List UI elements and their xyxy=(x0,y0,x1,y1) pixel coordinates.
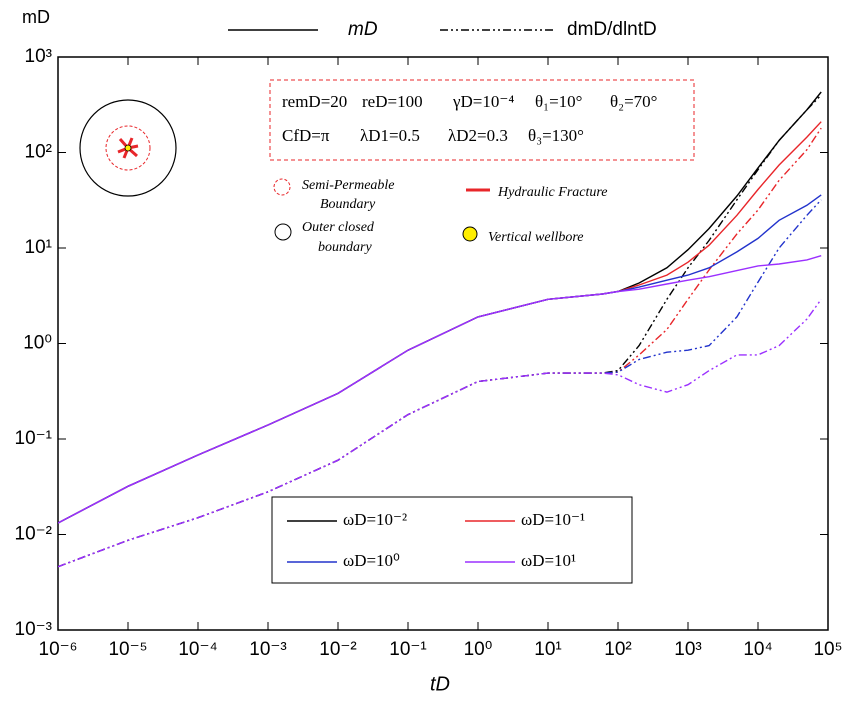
y-tick-label: 10² xyxy=(25,142,52,163)
legend-label: ωD=10⁻¹ xyxy=(521,510,585,529)
x-tick-label: 10² xyxy=(604,639,631,660)
series-line xyxy=(58,122,821,523)
parameter: λD2=0.3 xyxy=(448,126,508,145)
symbol-legend-label: Boundary xyxy=(320,197,376,212)
legend-icon xyxy=(275,224,291,240)
legend-label: ωD=10¹ xyxy=(521,551,576,570)
y-tick-label: 10⁻¹ xyxy=(15,428,53,449)
parameter: remD=20 xyxy=(282,92,347,111)
symbol-legend-label: Hydraulic Fracture xyxy=(497,185,608,200)
symbol-legend-label: boundary xyxy=(318,240,372,255)
wellbore-icon xyxy=(125,145,131,151)
y-tick-label: 10⁻³ xyxy=(15,619,53,640)
parameter: CfD=π xyxy=(282,126,330,145)
parameter: reD=100 xyxy=(362,92,423,111)
y-tick-label: 10³ xyxy=(25,46,52,67)
symbol-legend-label: Semi-Permeable xyxy=(302,178,395,193)
legend-label: mD xyxy=(348,19,378,40)
parameter: γD=10⁻⁴ xyxy=(452,92,514,111)
x-tick-label: 10⁻² xyxy=(319,639,357,660)
series-line xyxy=(58,92,821,523)
x-tick-label: 10⁻⁶ xyxy=(39,639,78,660)
parameter: θ₃=130° xyxy=(528,126,584,145)
legend-label: ωD=10⁰ xyxy=(343,551,400,570)
x-tick-label: 10⁰ xyxy=(464,639,493,660)
symbol-legend-label: Vertical wellbore xyxy=(488,230,584,245)
y-tick-label: 10⁰ xyxy=(23,333,52,354)
x-tick-label: 10⁻¹ xyxy=(389,639,427,660)
parameter: θ₂=70° xyxy=(610,92,657,111)
symbol-legend-label: Outer closed xyxy=(302,220,375,235)
y-axis-label: mD xyxy=(22,7,50,27)
series-line xyxy=(58,256,821,523)
y-tick-label: 10⁻² xyxy=(15,524,53,545)
legend-label: ωD=10⁻² xyxy=(343,510,407,529)
x-tick-label: 10⁻³ xyxy=(249,639,287,660)
y-tick-label: 10¹ xyxy=(25,237,52,258)
legend-label: dmD/dlntD xyxy=(567,19,657,40)
x-tick-label: 10³ xyxy=(674,639,701,660)
parameter: θ₁=10° xyxy=(535,92,582,111)
x-tick-label: 10⁻⁵ xyxy=(108,639,147,660)
x-tick-label: 10¹ xyxy=(534,639,561,660)
parameter: λD1=0.5 xyxy=(360,126,420,145)
legend-icon xyxy=(463,227,477,241)
x-tick-label: 10⁴ xyxy=(743,639,772,660)
x-tick-label: 10⁻⁴ xyxy=(178,639,217,660)
chart: mD tD 10⁻⁶ 10⁻⁵ 10⁻⁴ 10⁻³ 10⁻² 10⁻¹ 10⁰ 10¹ 10² 1… xyxy=(0,0,851,700)
x-axis-label: tD xyxy=(430,673,450,695)
legend-icon xyxy=(274,179,290,195)
x-tick-label: 10⁵ xyxy=(813,639,842,660)
